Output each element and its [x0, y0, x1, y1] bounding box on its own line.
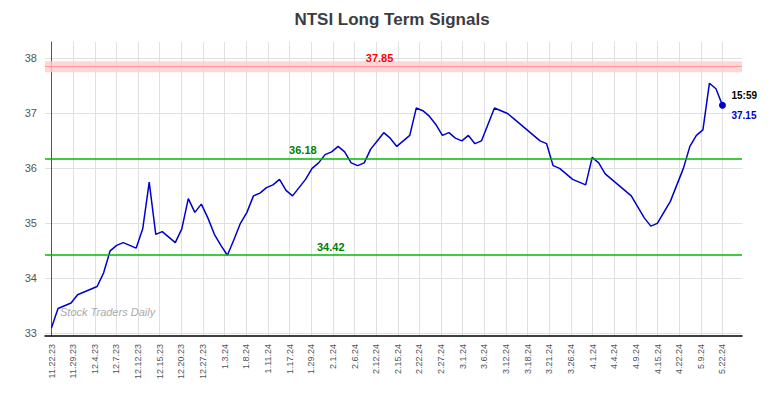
svg-text:38: 38: [25, 52, 37, 64]
svg-text:1.3.24: 1.3.24: [220, 344, 230, 369]
svg-text:4.22.24: 4.22.24: [674, 344, 684, 374]
svg-text:3.1.24: 3.1.24: [458, 344, 468, 369]
svg-text:Stock Traders Daily: Stock Traders Daily: [60, 306, 157, 318]
svg-text:NTSI Long Term Signals: NTSI Long Term Signals: [294, 10, 489, 29]
svg-text:15:59: 15:59: [731, 90, 757, 101]
svg-text:1.8.24: 1.8.24: [241, 344, 251, 369]
svg-text:2.15.24: 2.15.24: [393, 344, 403, 374]
svg-text:5.22.24: 5.22.24: [717, 344, 727, 374]
svg-text:34: 34: [25, 272, 37, 284]
svg-text:3.18.24: 3.18.24: [523, 344, 533, 374]
svg-text:37: 37: [25, 107, 37, 119]
svg-text:2.12.24: 2.12.24: [371, 344, 381, 374]
svg-text:37.15: 37.15: [731, 110, 756, 121]
svg-text:2.27.24: 2.27.24: [436, 344, 446, 374]
svg-text:4.15.24: 4.15.24: [653, 344, 663, 374]
svg-text:12.27.23: 12.27.23: [198, 344, 208, 379]
svg-text:34.42: 34.42: [317, 241, 345, 253]
svg-text:12.15.23: 12.15.23: [155, 344, 165, 379]
svg-text:4.4.24: 4.4.24: [609, 344, 619, 369]
svg-text:37.85: 37.85: [366, 52, 394, 64]
svg-text:12.12.23: 12.12.23: [133, 344, 143, 379]
svg-text:1.11.24: 1.11.24: [263, 344, 273, 373]
svg-text:4.1.24: 4.1.24: [588, 344, 598, 369]
svg-text:2.6.24: 2.6.24: [350, 344, 360, 369]
svg-text:11.22.23: 11.22.23: [47, 344, 57, 378]
svg-text:2.1.24: 2.1.24: [328, 344, 338, 369]
svg-text:12.4.23: 12.4.23: [90, 344, 100, 374]
svg-text:3.21.24: 3.21.24: [544, 344, 554, 374]
svg-text:12.7.23: 12.7.23: [111, 344, 121, 374]
svg-text:12.20.23: 12.20.23: [176, 344, 186, 379]
svg-text:3.12.24: 3.12.24: [501, 344, 511, 374]
svg-text:36.18: 36.18: [289, 144, 317, 156]
svg-text:1.17.24: 1.17.24: [285, 344, 295, 374]
svg-text:35: 35: [25, 217, 37, 229]
svg-text:5.9.24: 5.9.24: [696, 344, 706, 369]
svg-text:11.29.23: 11.29.23: [68, 344, 78, 378]
svg-text:3.26.24: 3.26.24: [566, 344, 576, 374]
svg-text:1.29.24: 1.29.24: [306, 344, 316, 374]
svg-text:3.6.24: 3.6.24: [479, 344, 489, 369]
svg-text:2.22.24: 2.22.24: [414, 344, 424, 374]
svg-text:36: 36: [25, 162, 37, 174]
svg-text:33: 33: [25, 327, 37, 339]
svg-text:4.9.24: 4.9.24: [631, 344, 641, 369]
